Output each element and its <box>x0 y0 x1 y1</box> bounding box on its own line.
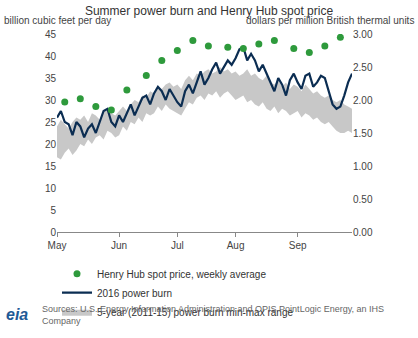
svg-text:3.00: 3.00 <box>353 29 373 40</box>
svg-text:5: 5 <box>50 205 56 216</box>
svg-text:20: 20 <box>45 139 57 150</box>
svg-text:15: 15 <box>45 161 57 172</box>
svg-text:30: 30 <box>45 95 57 106</box>
svg-text:35: 35 <box>45 73 57 84</box>
svg-text:Sep: Sep <box>289 240 307 251</box>
svg-text:2016 power burn: 2016 power burn <box>97 288 172 299</box>
svg-text:Jul: Jul <box>171 240 184 251</box>
svg-text:0.50: 0.50 <box>353 194 373 205</box>
svg-text:Jun: Jun <box>111 240 127 251</box>
svg-text:Henry Hub spot price, weekly a: Henry Hub spot price, weekly average <box>97 269 266 280</box>
svg-text:dollars per million British th: dollars per million British thermal unit… <box>246 15 414 26</box>
svg-text:5-year (2011-15) power burn mi: 5-year (2011-15) power burn min-max rang… <box>97 307 293 318</box>
svg-text:0: 0 <box>50 227 56 238</box>
svg-text:0.00: 0.00 <box>353 227 373 238</box>
svg-text:Aug: Aug <box>227 240 245 251</box>
svg-text:Summer power burn and Henry Hu: Summer power burn and Henry Hub spot pri… <box>85 4 333 18</box>
svg-text:10: 10 <box>45 183 57 194</box>
svg-text:2.00: 2.00 <box>353 95 373 106</box>
svg-text:25: 25 <box>45 117 57 128</box>
svg-text:40: 40 <box>45 51 57 62</box>
svg-text:1.00: 1.00 <box>353 161 373 172</box>
svg-text:1.50: 1.50 <box>353 128 373 139</box>
svg-text:2.50: 2.50 <box>353 62 373 73</box>
svg-text:45: 45 <box>45 29 57 40</box>
svg-text:Sources: U.S. Energy Informati: Sources: U.S. Energy Information Adminis… <box>42 304 384 326</box>
svg-text:eia: eia <box>6 306 28 323</box>
svg-text:billion cubic feet per day: billion cubic feet per day <box>4 15 111 26</box>
svg-text:May: May <box>48 240 67 251</box>
